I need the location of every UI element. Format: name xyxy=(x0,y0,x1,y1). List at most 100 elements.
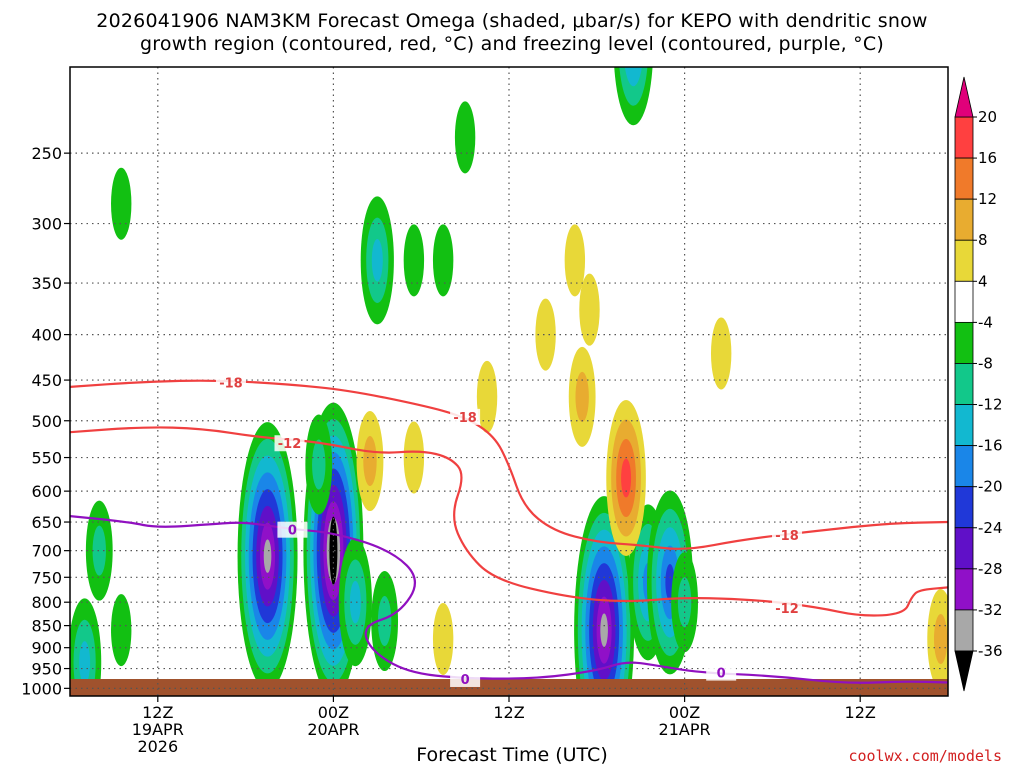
colorbar-segment xyxy=(954,486,974,529)
omega-feature xyxy=(371,571,399,672)
omega-feature xyxy=(614,28,653,126)
omega-feature xyxy=(710,317,732,390)
contour-label: -12 xyxy=(775,602,799,617)
omega-band xyxy=(579,273,600,346)
colorbar-segment xyxy=(954,239,974,282)
omega-feature xyxy=(305,414,333,515)
contour-label: 0 xyxy=(288,524,297,539)
axes-layer: 250 300 350 400 450 500 550 600 650 700 750 800 850 9… xyxy=(21,66,949,756)
omega-feature xyxy=(70,598,102,696)
colorbar-tick-label: 12 xyxy=(978,190,997,208)
colorbar-tick-label: -32 xyxy=(978,601,1003,619)
x-tick-label: 12Z xyxy=(142,703,173,722)
omega-band xyxy=(564,224,586,297)
y-tick-label: 300 xyxy=(31,215,62,234)
contour-label-bg xyxy=(450,670,481,687)
y-tick-label: 450 xyxy=(31,371,62,390)
colorbar-segment xyxy=(954,198,974,241)
x-tick-label: 20APR xyxy=(307,720,359,739)
omega-feature xyxy=(535,298,556,371)
contour-label: 0 xyxy=(717,667,726,682)
x-tick-label: 12Z xyxy=(493,703,524,722)
x-axis-label: Forecast Time (UTC) xyxy=(416,744,608,766)
omega-band xyxy=(349,580,361,624)
omega-feature xyxy=(606,400,646,557)
y-tick-label: 600 xyxy=(31,482,62,501)
colorbar-tick-label: -36 xyxy=(978,642,1003,660)
contours-layer: -18 -18 -18 -12 -12 0 0 0 xyxy=(70,374,948,688)
colorbar-tick-label: -24 xyxy=(978,519,1003,537)
omega-band xyxy=(454,101,476,174)
omega-band xyxy=(933,614,948,665)
colorbar-segment xyxy=(954,445,974,488)
omega-feature xyxy=(403,224,425,297)
omega-fields-layer xyxy=(70,28,948,696)
colorbar-segment xyxy=(954,568,974,611)
colorbar-tick-label: -20 xyxy=(978,478,1003,496)
y-tick-label: 350 xyxy=(31,274,62,293)
omega-band xyxy=(619,67,648,106)
colorbar-segment xyxy=(954,404,974,447)
omega-band xyxy=(628,28,638,67)
colorbar-segment xyxy=(954,609,974,652)
omega-feature xyxy=(927,589,948,689)
omega-band xyxy=(111,594,132,667)
colorbar-segment xyxy=(954,116,974,159)
y-tick-label: 400 xyxy=(31,326,62,345)
omega-feature xyxy=(360,196,394,325)
omega-band xyxy=(432,224,454,297)
omega-band xyxy=(377,596,392,647)
omega-band xyxy=(312,439,326,490)
contour-label-bg xyxy=(277,521,308,538)
chart-title-line-2: growth region (contoured, red, °C) and f… xyxy=(140,33,884,55)
y-tick-label: 1000 xyxy=(21,679,62,698)
omega-feature xyxy=(671,552,698,653)
colorbar-tick-label: -12 xyxy=(978,396,1003,414)
omega-feature xyxy=(85,500,113,601)
chart-title-line-1: 2026041906 NAM3KM Forecast Omega (shaded… xyxy=(96,10,928,32)
omega-band xyxy=(621,458,632,498)
omega-feature xyxy=(476,360,498,433)
omega-feature xyxy=(579,273,600,346)
omega-band xyxy=(624,67,642,87)
colorbar-tick-label: -16 xyxy=(978,437,1003,455)
colorbar-tick-label: -4 xyxy=(978,313,993,331)
x-tick-label: 21APR xyxy=(659,720,711,739)
omega-feature xyxy=(454,101,476,174)
omega-band xyxy=(535,298,556,371)
contour-label: -18 xyxy=(453,411,477,426)
omega-feature xyxy=(111,167,132,240)
y-tick-label: 800 xyxy=(31,593,62,612)
omega-band xyxy=(432,603,454,676)
contour-label-bg xyxy=(772,526,803,543)
omega-band xyxy=(263,539,272,573)
contour-label: -12 xyxy=(278,437,302,452)
contour-label-bg xyxy=(450,408,481,425)
terrain-strip xyxy=(70,679,948,696)
omega-feature xyxy=(338,538,372,667)
y-tick-label: 900 xyxy=(31,639,62,658)
colorbar-tick-label: 16 xyxy=(978,149,997,167)
omega-feature xyxy=(237,422,298,691)
colorbar-tick-label: 4 xyxy=(978,272,988,290)
y-tick-label: 700 xyxy=(31,542,62,561)
omega-band xyxy=(476,360,498,433)
omega-band xyxy=(575,371,589,422)
x-tick-label: 00Z xyxy=(669,703,700,722)
y-tick-label: 550 xyxy=(31,449,62,468)
y-tick-label: 250 xyxy=(31,144,62,163)
contour-label: -18 xyxy=(219,377,243,392)
omega-feature xyxy=(432,603,454,676)
contour-label: -18 xyxy=(775,529,799,544)
contour--12 xyxy=(70,426,948,617)
omega-band xyxy=(710,317,732,390)
contour-label-bg xyxy=(274,435,305,452)
omega-band xyxy=(614,67,653,126)
omega-feature xyxy=(574,496,635,696)
omega-band xyxy=(600,613,608,647)
colorbar-tick-label: 8 xyxy=(978,231,988,249)
contour-label: 0 xyxy=(461,673,470,688)
x-tick-label: 19APR xyxy=(132,720,184,739)
credit-link[interactable]: coolwx.com/models xyxy=(848,747,1002,765)
omega-band xyxy=(79,641,91,684)
